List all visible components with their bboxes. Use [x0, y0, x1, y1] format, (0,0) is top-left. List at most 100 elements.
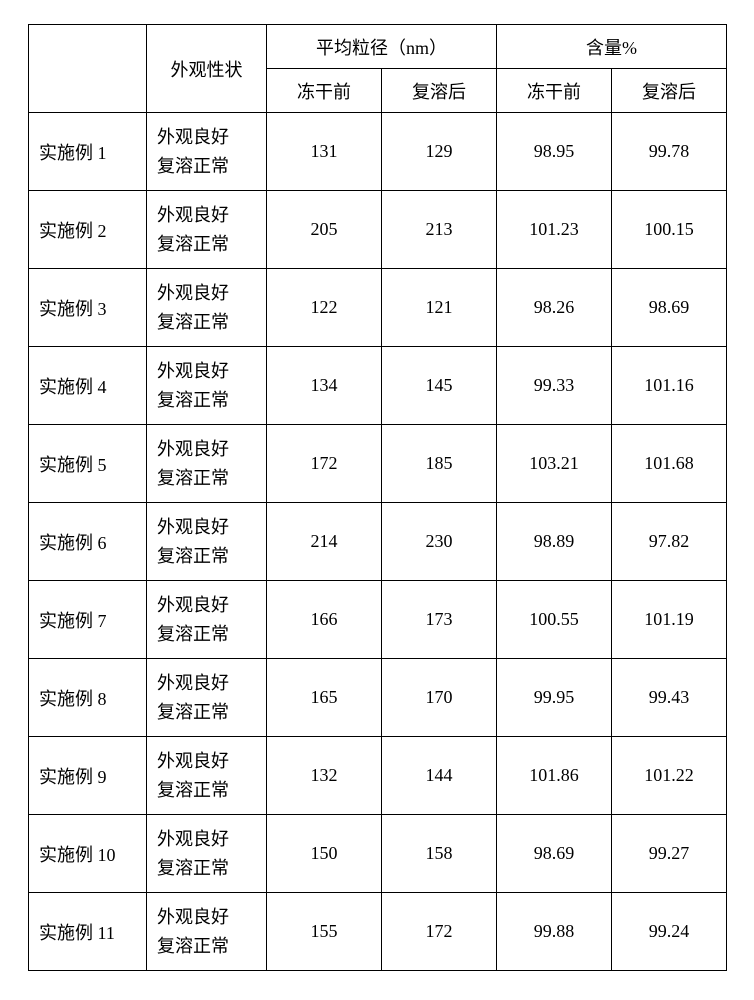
- appearance-line-1: 外观良好: [157, 669, 266, 698]
- table-row: 实施例 6外观良好复溶正常21423098.8997.82: [29, 503, 727, 581]
- content-after: 100.15: [612, 191, 727, 269]
- appearance-cell: 外观良好复溶正常: [147, 581, 267, 659]
- example-label: 实施例 5: [29, 425, 147, 503]
- content-after: 101.22: [612, 737, 727, 815]
- header-content-before: 冻干前: [497, 69, 612, 113]
- content-after: 97.82: [612, 503, 727, 581]
- content-after: 101.16: [612, 347, 727, 425]
- appearance-line-2: 复溶正常: [157, 932, 266, 961]
- example-label: 实施例 2: [29, 191, 147, 269]
- particle-before: 155: [267, 893, 382, 971]
- content-before: 99.33: [497, 347, 612, 425]
- appearance-cell: 外观良好复溶正常: [147, 191, 267, 269]
- example-label: 实施例 11: [29, 893, 147, 971]
- table-row: 实施例 8外观良好复溶正常16517099.9599.43: [29, 659, 727, 737]
- content-before: 98.95: [497, 113, 612, 191]
- appearance-line-2: 复溶正常: [157, 152, 266, 181]
- header-content-group: 含量%: [497, 25, 727, 69]
- appearance-cell: 外观良好复溶正常: [147, 269, 267, 347]
- content-after: 99.78: [612, 113, 727, 191]
- header-particle-group: 平均粒径（nm）: [267, 25, 497, 69]
- particle-before: 150: [267, 815, 382, 893]
- particle-after: 170: [382, 659, 497, 737]
- appearance-line-2: 复溶正常: [157, 542, 266, 571]
- particle-after: 173: [382, 581, 497, 659]
- particle-before: 172: [267, 425, 382, 503]
- appearance-cell: 外观良好复溶正常: [147, 503, 267, 581]
- example-label: 实施例 8: [29, 659, 147, 737]
- appearance-line-1: 外观良好: [157, 747, 266, 776]
- table-row: 实施例 11外观良好复溶正常15517299.8899.24: [29, 893, 727, 971]
- appearance-cell: 外观良好复溶正常: [147, 659, 267, 737]
- header-appearance: 外观性状: [147, 25, 267, 113]
- particle-after: 172: [382, 893, 497, 971]
- content-after: 99.43: [612, 659, 727, 737]
- particle-after: 144: [382, 737, 497, 815]
- particle-before: 214: [267, 503, 382, 581]
- table-row: 实施例 3外观良好复溶正常12212198.2698.69: [29, 269, 727, 347]
- table-row: 实施例 1外观良好复溶正常13112998.9599.78: [29, 113, 727, 191]
- particle-before: 132: [267, 737, 382, 815]
- particle-after: 121: [382, 269, 497, 347]
- particle-after: 158: [382, 815, 497, 893]
- particle-before: 166: [267, 581, 382, 659]
- particle-before: 131: [267, 113, 382, 191]
- particle-before: 122: [267, 269, 382, 347]
- appearance-line-2: 复溶正常: [157, 854, 266, 883]
- appearance-cell: 外观良好复溶正常: [147, 815, 267, 893]
- particle-after: 185: [382, 425, 497, 503]
- table-body: 实施例 1外观良好复溶正常13112998.9599.78实施例 2外观良好复溶…: [29, 113, 727, 971]
- particle-before: 134: [267, 347, 382, 425]
- appearance-line-1: 外观良好: [157, 279, 266, 308]
- appearance-line-1: 外观良好: [157, 903, 266, 932]
- appearance-line-2: 复溶正常: [157, 308, 266, 337]
- appearance-line-2: 复溶正常: [157, 464, 266, 493]
- content-before: 101.23: [497, 191, 612, 269]
- content-after: 98.69: [612, 269, 727, 347]
- example-label: 实施例 6: [29, 503, 147, 581]
- example-label: 实施例 7: [29, 581, 147, 659]
- table-row: 实施例 2外观良好复溶正常205213101.23100.15: [29, 191, 727, 269]
- content-before: 98.69: [497, 815, 612, 893]
- table-row: 实施例 5外观良好复溶正常172185103.21101.68: [29, 425, 727, 503]
- content-before: 103.21: [497, 425, 612, 503]
- content-before: 100.55: [497, 581, 612, 659]
- content-after: 101.19: [612, 581, 727, 659]
- header-blank: [29, 25, 147, 113]
- table-row: 实施例 7外观良好复溶正常166173100.55101.19: [29, 581, 727, 659]
- particle-after: 129: [382, 113, 497, 191]
- data-table: 外观性状 平均粒径（nm） 含量% 冻干前 复溶后 冻干前 复溶后 实施例 1外…: [28, 24, 727, 971]
- particle-after: 145: [382, 347, 497, 425]
- appearance-cell: 外观良好复溶正常: [147, 113, 267, 191]
- particle-before: 205: [267, 191, 382, 269]
- appearance-line-1: 外观良好: [157, 513, 266, 542]
- appearance-line-1: 外观良好: [157, 825, 266, 854]
- content-after: 99.27: [612, 815, 727, 893]
- content-before: 98.89: [497, 503, 612, 581]
- appearance-line-2: 复溶正常: [157, 698, 266, 727]
- appearance-cell: 外观良好复溶正常: [147, 347, 267, 425]
- appearance-line-1: 外观良好: [157, 591, 266, 620]
- appearance-line-2: 复溶正常: [157, 776, 266, 805]
- content-after: 99.24: [612, 893, 727, 971]
- header-particle-after: 复溶后: [382, 69, 497, 113]
- example-label: 实施例 9: [29, 737, 147, 815]
- example-label: 实施例 10: [29, 815, 147, 893]
- particle-before: 165: [267, 659, 382, 737]
- example-label: 实施例 4: [29, 347, 147, 425]
- example-label: 实施例 3: [29, 269, 147, 347]
- example-label: 实施例 1: [29, 113, 147, 191]
- appearance-line-2: 复溶正常: [157, 620, 266, 649]
- appearance-line-2: 复溶正常: [157, 230, 266, 259]
- content-before: 99.88: [497, 893, 612, 971]
- appearance-line-2: 复溶正常: [157, 386, 266, 415]
- table-row: 实施例 10外观良好复溶正常15015898.6999.27: [29, 815, 727, 893]
- appearance-cell: 外观良好复溶正常: [147, 737, 267, 815]
- content-before: 101.86: [497, 737, 612, 815]
- appearance-line-1: 外观良好: [157, 435, 266, 464]
- content-before: 99.95: [497, 659, 612, 737]
- appearance-cell: 外观良好复溶正常: [147, 893, 267, 971]
- header-particle-before: 冻干前: [267, 69, 382, 113]
- appearance-line-1: 外观良好: [157, 123, 266, 152]
- appearance-line-1: 外观良好: [157, 201, 266, 230]
